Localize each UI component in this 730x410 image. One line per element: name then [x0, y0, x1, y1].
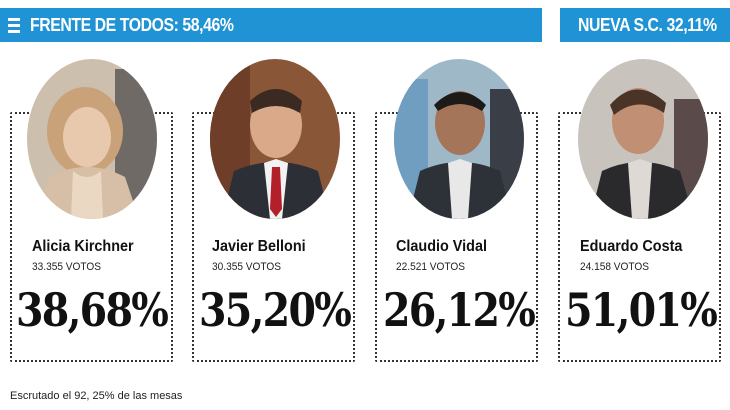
candidate-votes: 33.355 VOTOS	[32, 261, 102, 273]
candidate-name: Eduardo Costa	[580, 238, 683, 255]
candidate-photo-kirchner	[27, 59, 157, 219]
candidate-name: Alicia Kirchner	[32, 238, 134, 255]
menu-icon	[8, 17, 20, 33]
candidate-percentage: 26,12%	[383, 283, 536, 337]
candidate-photo-vidal	[394, 59, 524, 219]
candidate-percentage: 51,01%	[565, 283, 718, 337]
candidate-percentage: 38,68%	[16, 283, 169, 337]
candidate-photo-costa	[578, 59, 708, 219]
frente-de-todos-title: FRENTE DE TODOS: 58,46%	[30, 14, 234, 35]
candidate-name: Javier Belloni	[212, 238, 306, 255]
frente-de-todos-banner: FRENTE DE TODOS: 58,46%	[0, 8, 542, 42]
candidate-votes: 22.521 VOTOS	[396, 261, 466, 273]
nueva-sc-title: NUEVA S.C. 32,11%	[578, 14, 717, 35]
candidate-votes: 30.355 VOTOS	[212, 261, 282, 273]
candidate-votes: 24.158 VOTOS	[580, 261, 650, 273]
candidate-photo-belloni	[210, 59, 340, 219]
nueva-sc-banner: NUEVA S.C. 32,11%	[560, 8, 730, 42]
candidate-percentage: 35,20%	[199, 283, 352, 337]
candidate-name: Claudio Vidal	[396, 238, 487, 255]
scrutiny-note: Escrutado el 92, 25% de las mesas	[10, 390, 183, 402]
